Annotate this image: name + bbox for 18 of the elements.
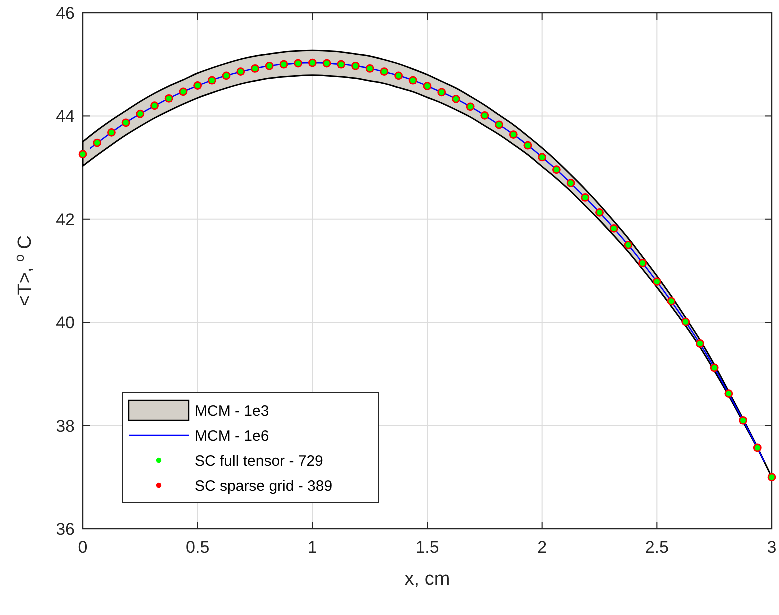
y-tick-label: 38 <box>56 416 75 436</box>
x-axis-title: x, cm <box>404 569 450 590</box>
x-tick-label: 2 <box>538 538 548 557</box>
y-tick-label: 40 <box>56 314 75 333</box>
x-tick-label: 0 <box>78 538 88 557</box>
y-tick-label: 46 <box>56 4 75 23</box>
legend-label: MCM - 1e6 <box>195 428 270 445</box>
legend-label: MCM - 1e3 <box>195 402 270 420</box>
x-tick-label: 0.5 <box>186 538 210 557</box>
x-tick-label: 2.5 <box>645 538 669 557</box>
legend-label: SC full tensor - 729 <box>195 452 324 470</box>
x-tick-label: 1.5 <box>416 538 440 557</box>
y-tick-label: 44 <box>56 107 75 126</box>
legend-label: SC sparse grid - 389 <box>195 478 333 495</box>
y-tick-label: 36 <box>56 520 75 539</box>
x-tick-label: 3 <box>767 538 777 557</box>
x-tick-label: 1 <box>308 538 318 557</box>
y-tick-label: 42 <box>56 210 75 230</box>
